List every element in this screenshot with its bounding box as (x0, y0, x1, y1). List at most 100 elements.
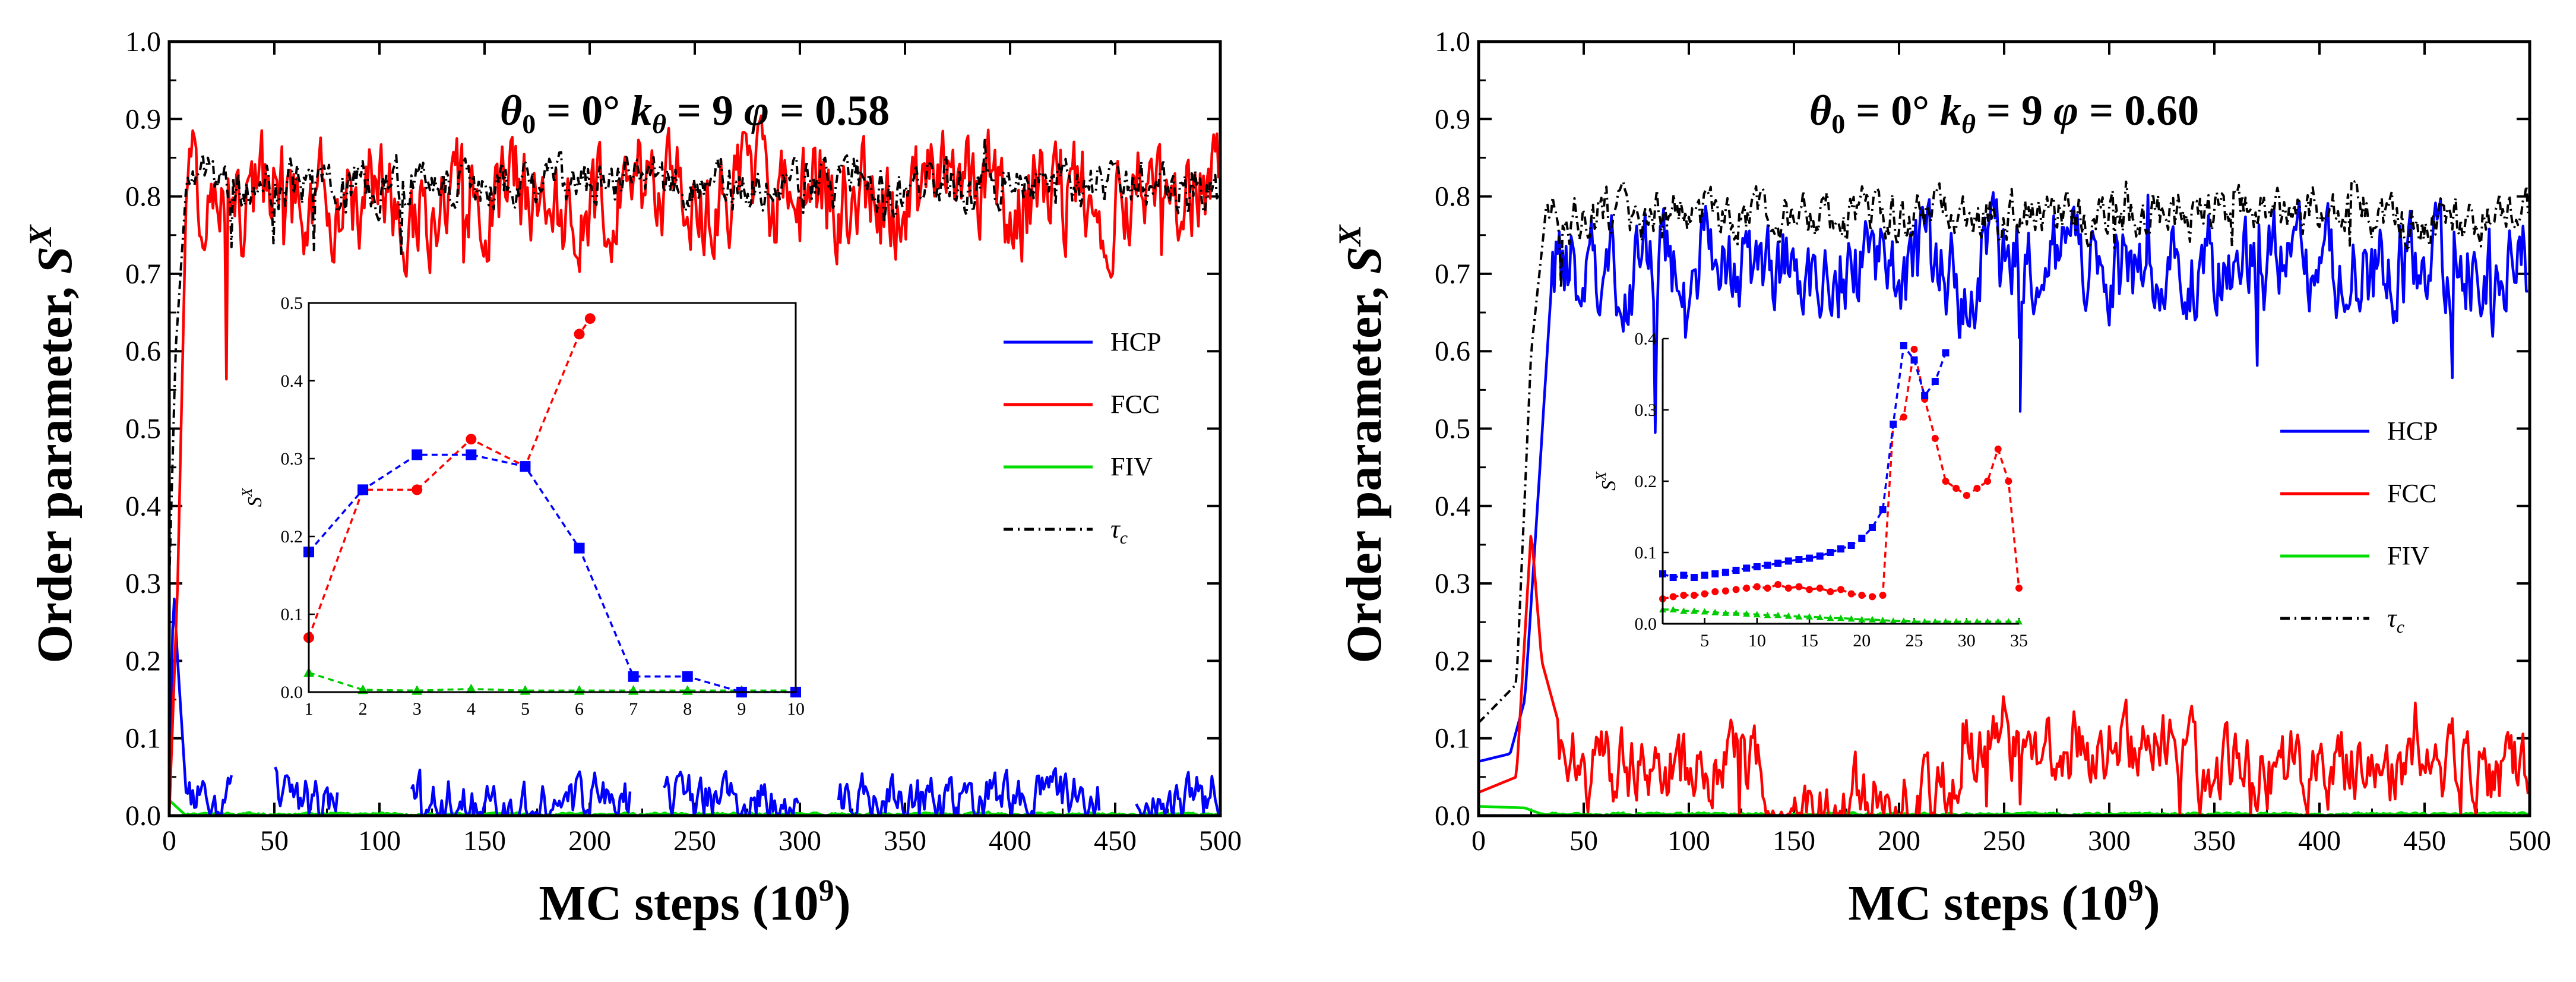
inset-marker-fiv (1669, 606, 1677, 612)
x-tick-label: 250 (673, 825, 716, 857)
inset-marker-fcc (1984, 478, 1992, 485)
inset-x-tick-label: 20 (1853, 631, 1871, 651)
inset-marker-hcp (1774, 560, 1782, 567)
inset-marker-hcp (1942, 349, 1950, 356)
inset-marker-fcc (2015, 585, 2023, 592)
legend-label-2: FIV (2387, 541, 2429, 570)
inset-left: 1 2 3 4 5 6 7 8 9 10 0.0 0.1 0.2 0.3 0.4 0.5 SX (240, 293, 805, 719)
chart-title: θ0 = 0° kθ = 9 φ = 0.58 (500, 87, 890, 139)
inset-marker-fcc (1900, 413, 1907, 421)
legend-label-3: τc (1110, 514, 1128, 548)
inset-marker-fcc (584, 313, 596, 324)
inset-x-tick-label: 9 (737, 699, 746, 719)
legend-label-1: FCC (2387, 479, 2436, 508)
x-axis-label: MC steps (109) (539, 874, 850, 931)
inset-marker-hcp (1753, 563, 1761, 570)
inset-y-tick-label: 0.4 (1635, 329, 1657, 349)
inset-marker-fiv (1858, 615, 1866, 623)
inset-x-tick-label: 15 (1800, 631, 1818, 651)
x-tick-label: 450 (1094, 825, 1137, 857)
inset-line-hcp (1662, 343, 1947, 579)
inset-marker-fcc (1795, 583, 1803, 591)
y-tick-label: 0.6 (1435, 336, 1470, 367)
inset-marker-hcp (1732, 567, 1740, 574)
y-tick-label: 0.5 (125, 413, 161, 445)
inset-marker-hcp (1921, 392, 1929, 399)
inset-x-tick-label: 3 (413, 699, 422, 719)
inset-y-label: SX (240, 487, 266, 507)
inset-marker-hcp (357, 484, 369, 495)
inset-marker-fiv (1753, 611, 1761, 618)
inset-marker-hcp (1669, 574, 1677, 581)
x-tick-label: 350 (2193, 825, 2236, 857)
inset-marker-fcc (1942, 478, 1950, 485)
inset-marker-fcc (1879, 592, 1887, 599)
inset-y-tick-label: 0.1 (281, 605, 303, 624)
x-tick-label: 100 (358, 825, 401, 857)
x-tick-label: 400 (989, 825, 1031, 857)
x-tick-label: 0 (162, 825, 176, 857)
y-tick-label: 0.0 (1435, 800, 1470, 832)
x-axis-label: MC steps (109) (1848, 874, 2160, 931)
chart-title: θ0 = 0° kθ = 9 φ = 0.60 (1809, 87, 2199, 139)
inset-marker-hcp (1931, 378, 1939, 385)
plot-frame (1477, 40, 2531, 817)
inset-y-tick-label: 0.5 (281, 293, 303, 313)
inset-marker-fcc (1669, 593, 1677, 601)
inset-right: 5 10 15 20 25 30 35 0.0 0.1 0.2 0.3 0.4 SX (1594, 329, 2028, 651)
inset-x-tick-label: 30 (1958, 631, 1976, 651)
legend-label-0: HCP (1110, 327, 1162, 356)
chart-panel-left: 0 50 100 150 200 250 300 350 400 450 500 0.0 0.1 0.2 0… (23, 26, 1242, 931)
inset-marker-fiv (1816, 614, 1824, 620)
y-tick-label: 0.4 (125, 491, 161, 522)
inset-marker-fcc (1743, 585, 1751, 592)
inset-x-tick-label: 5 (1700, 631, 1709, 651)
inset-marker-fiv (1690, 607, 1698, 614)
inset-x-tick-label: 10 (1748, 631, 1766, 651)
y-tick-label: 0.3 (1435, 568, 1470, 599)
inset-marker-fiv (1764, 611, 1771, 618)
inset-marker-fcc (1764, 585, 1771, 592)
inset-marker-fcc (1753, 583, 1761, 591)
inset-marker-fcc (466, 434, 477, 445)
inset-line-hcp (308, 453, 796, 693)
y-axis-label: Order parameter, SX (1332, 223, 1392, 663)
y-tick-label: 0.7 (125, 258, 161, 290)
inset-marker-hcp (1795, 556, 1803, 563)
series-line-hcp (169, 597, 1220, 816)
y-tick-label: 0.2 (125, 645, 161, 677)
legend-label-1: FCC (1110, 390, 1160, 419)
inset-marker-fcc (2005, 478, 2012, 485)
series-line-tau (169, 136, 1220, 584)
inset-marker-hcp (628, 671, 639, 682)
inset-marker-fcc (1931, 435, 1939, 442)
legend-label-0: HCP (2387, 416, 2438, 446)
inset-marker-fcc (1973, 485, 1981, 492)
inset-marker-hcp (574, 542, 585, 554)
x-tick-label: 450 (2403, 825, 2446, 857)
inset-y-label: SX (1594, 471, 1620, 491)
y-tick-label: 1.0 (1435, 26, 1470, 58)
series-line-fcc (1479, 535, 2530, 816)
inset-marker-hcp (1784, 557, 1792, 565)
inset-marker-fcc (1774, 581, 1782, 588)
y-tick-label: 0.7 (1435, 258, 1470, 290)
inset-marker-fcc (574, 329, 585, 340)
inset-marker-fcc (1858, 592, 1866, 599)
y-tick-label: 0.5 (1435, 413, 1470, 445)
inset-marker-fiv (1732, 610, 1740, 616)
inset-marker-fiv (1784, 612, 1792, 619)
inset-y-tick-label: 0.1 (1635, 543, 1657, 563)
x-tick-label: 500 (2508, 825, 2551, 857)
inset-y-tick-label: 0.2 (281, 527, 303, 547)
x-tick-label: 50 (260, 825, 289, 857)
x-tick-label: 300 (2088, 825, 2131, 857)
inset-x-tick-label: 25 (1906, 631, 1923, 651)
inset-marker-hcp (682, 671, 693, 682)
inset-y-tick-label: 0.4 (281, 371, 303, 391)
inset-marker-hcp (1858, 535, 1866, 542)
inset-marker-fiv (1711, 608, 1719, 615)
inset-marker-hcp (1827, 549, 1834, 556)
y-tick-label: 0.8 (125, 181, 161, 213)
